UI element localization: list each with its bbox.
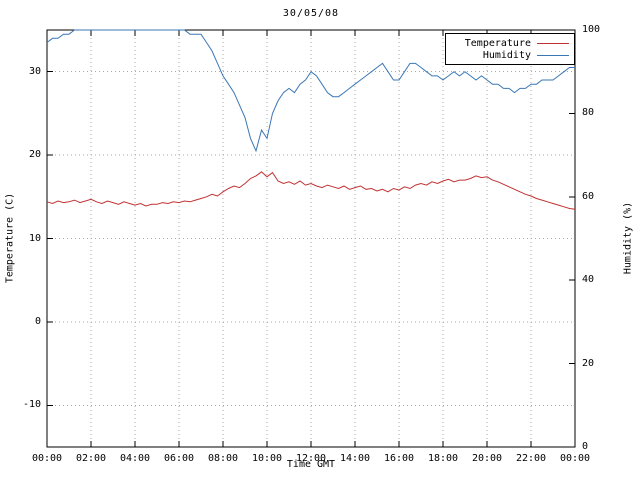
right-y-tick-label: 20 (582, 357, 595, 369)
legend-line-sample-temperature (537, 42, 569, 44)
x-tick-label: 14:00 (339, 453, 371, 464)
x-tick-label: 20:00 (471, 453, 503, 464)
left-y-tick-label: 30 (28, 65, 41, 77)
legend-label-humidity: Humidity (482, 49, 531, 61)
right-y-tick-label: 100 (582, 24, 601, 35)
legend-line-sample-humidity (537, 54, 569, 56)
left-y-tick-label: -10 (22, 399, 41, 411)
left-y-tick-label: 20 (28, 149, 41, 161)
x-tick-label: 06:00 (163, 453, 195, 464)
x-axis-title: Time GMT (286, 459, 336, 470)
legend-entry-temperature: Temperature (451, 37, 569, 49)
x-tick-label: 08:00 (207, 453, 239, 464)
x-tick-label: 18:00 (427, 453, 459, 464)
x-tick-label: 00:00 (31, 453, 63, 464)
x-tick-label: 04:00 (119, 453, 151, 464)
legend-label-temperature: Temperature (464, 37, 531, 49)
x-tick-label: 12:00 (295, 453, 327, 464)
right-y-tick-label: 0 (582, 441, 589, 452)
legend-entry-humidity: Humidity (451, 49, 569, 61)
x-tick-label: 10:00 (251, 453, 283, 464)
left-y-tick-label: 0 (34, 315, 41, 327)
right-y-tick-label: 60 (582, 190, 595, 202)
chart-title: 30/05/08 (282, 8, 340, 19)
right-axis-title: Humidity (%) (622, 201, 634, 275)
right-y-tick-label: 80 (582, 107, 595, 119)
x-tick-label: 02:00 (75, 453, 107, 464)
right-y-tick-label: 40 (582, 274, 595, 286)
x-tick-label: 16:00 (383, 453, 415, 464)
left-axis-title: Temperature (C) (4, 192, 16, 284)
x-tick-label: 22:00 (515, 453, 547, 464)
x-tick-label: 00:00 (559, 453, 591, 464)
left-y-tick-label: 10 (28, 232, 41, 244)
legend: Temperature Humidity (445, 33, 575, 65)
